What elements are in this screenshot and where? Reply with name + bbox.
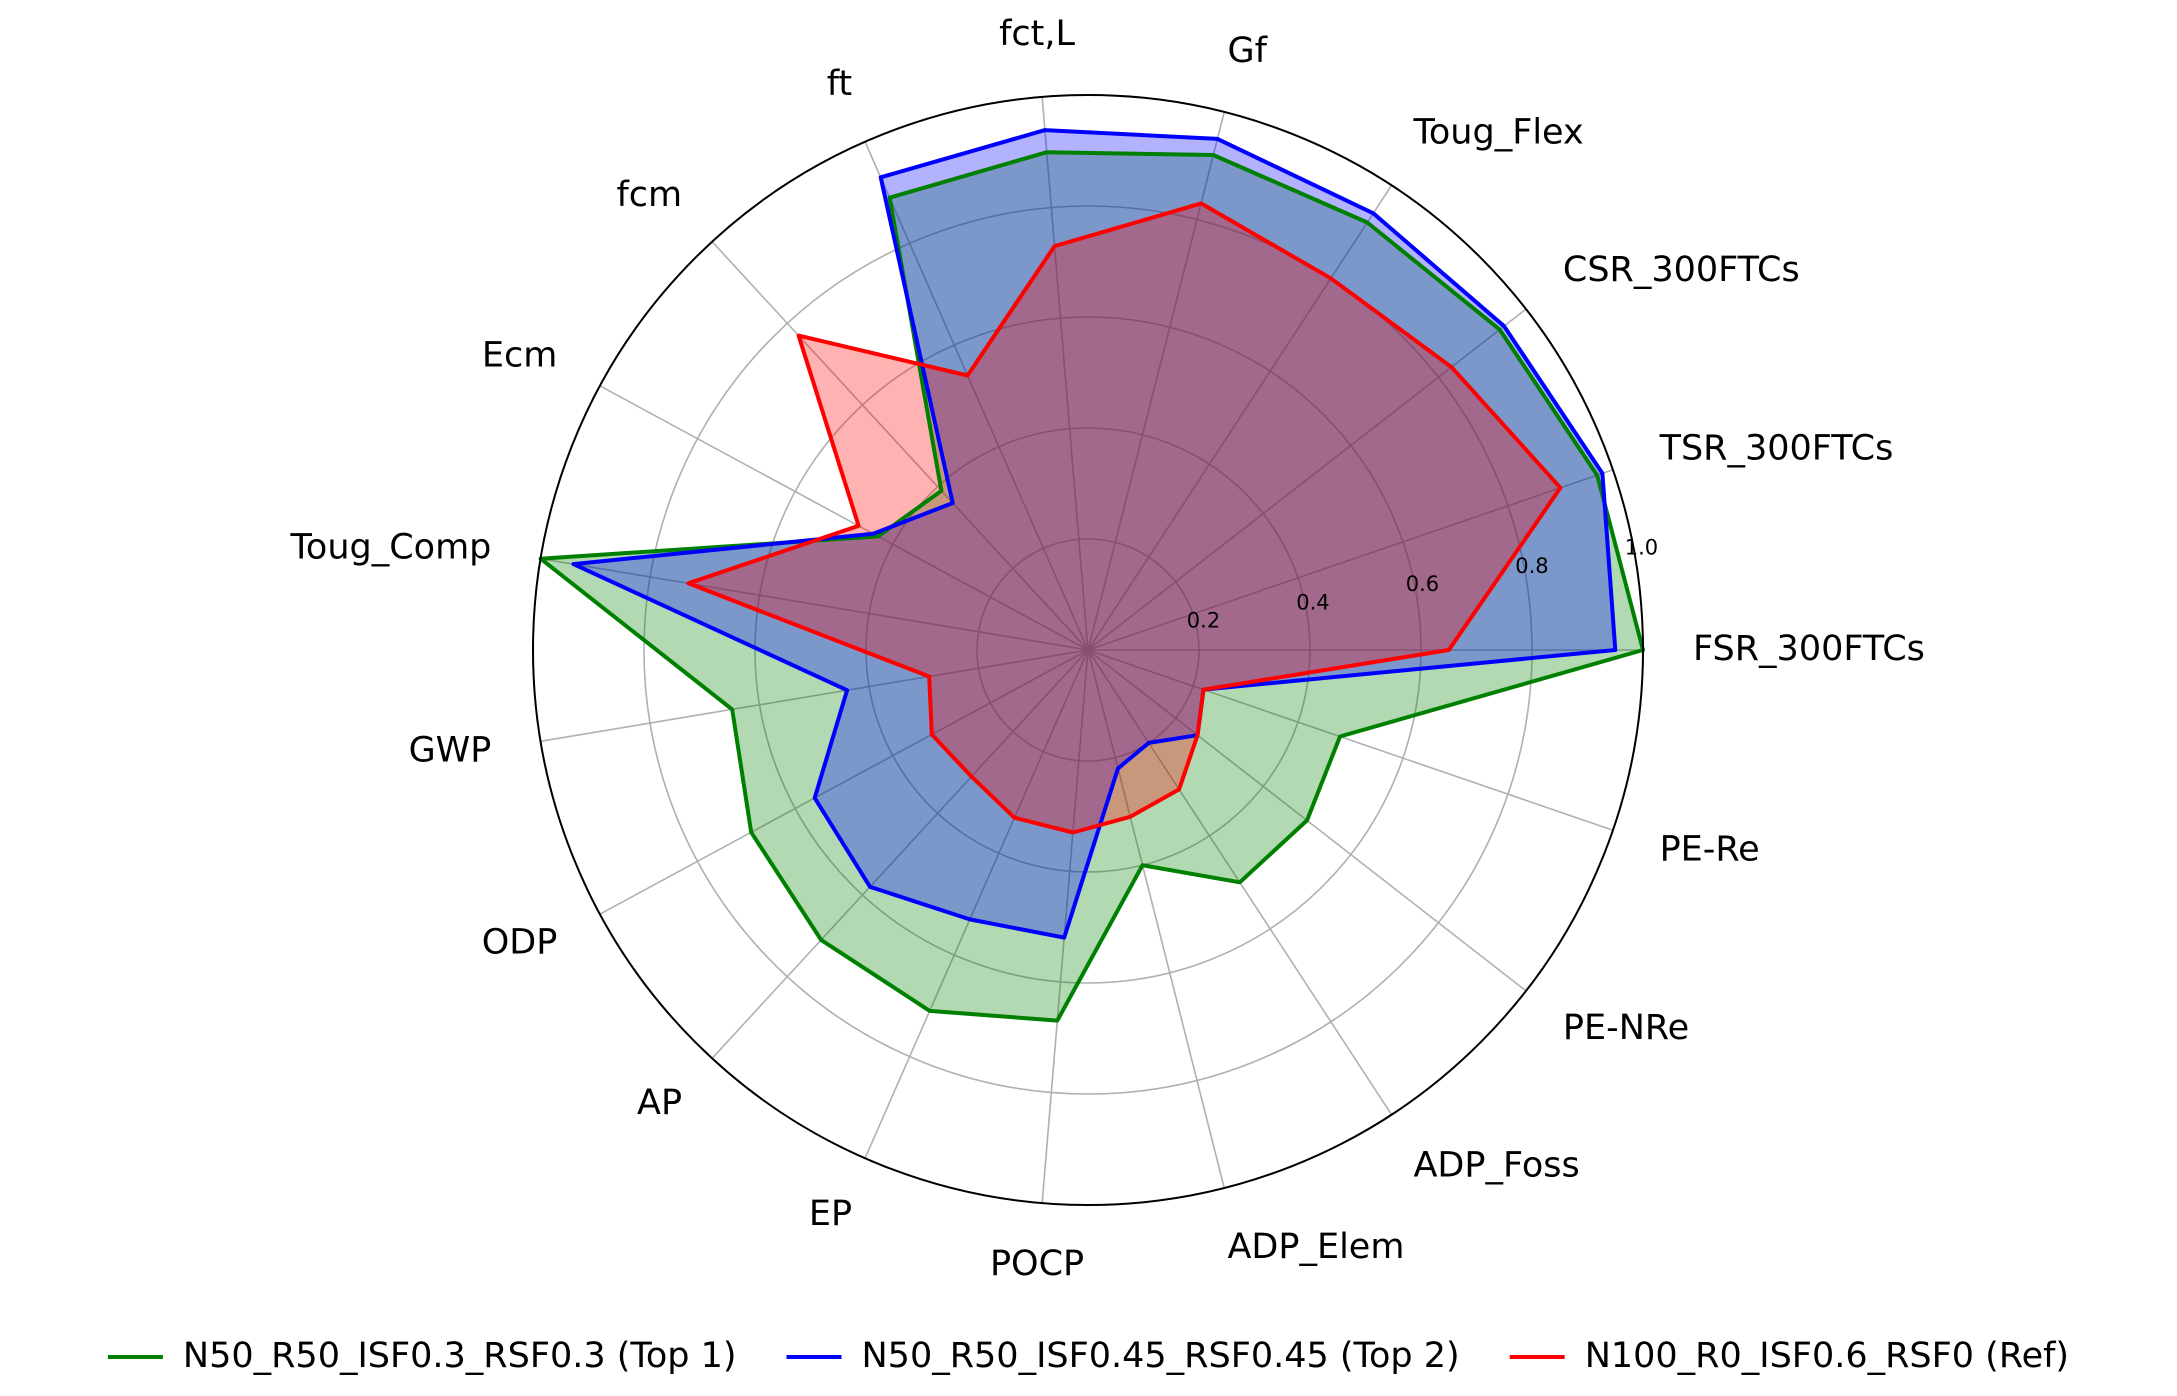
- axis-label-gwp: GWP: [409, 731, 492, 771]
- axis-label-ap: AP: [637, 1083, 682, 1123]
- axis-label-fcm: fcm: [616, 175, 682, 215]
- series-line-0: [538, 150, 1645, 1023]
- r-tick-label-2: 0.6: [1406, 572, 1439, 596]
- series-line-2: [686, 201, 1563, 835]
- legend-item-1: N50_R50_ISF0.45_RSF0.45 (Top 2): [786, 1336, 1460, 1376]
- spoke-pe-re: [1087, 649, 1614, 831]
- spoke-pocp: [1041, 649, 1089, 1204]
- axis-label-fsr-300ftcs: FSR_300FTCs: [1693, 629, 1925, 669]
- spoke-ap: [711, 649, 1089, 1059]
- polar-frame: [532, 94, 1644, 1206]
- axis-label-pe-re: PE-Re: [1660, 829, 1760, 869]
- spoke-fcm: [711, 241, 1089, 651]
- r-tick-label-3: 0.8: [1515, 554, 1548, 578]
- spoke-gwp: [540, 649, 1089, 743]
- axis-label-csr-300ftcs: CSR_300FTCs: [1563, 250, 1800, 290]
- spoke-toug-flex: [1087, 184, 1393, 651]
- label-layer: 0.2 0.4 0.6 0.8 1.0 FSR_300FTCs TSR_300FTCs CSR…: [289, 14, 1924, 1284]
- spoke-tsr-300ftcs: [1087, 469, 1614, 651]
- axis-label-pocp: POCP: [990, 1244, 1084, 1284]
- series-layer: [538, 128, 1645, 1023]
- spoke-ft: [864, 141, 1089, 651]
- legend-label-1: N50_R50_ISF0.45_RSF0.45 (Top 2): [862, 1336, 1460, 1376]
- frame-layer: [532, 94, 1644, 1206]
- axis-label-odp: ODP: [482, 923, 558, 963]
- axis-label-gf: Gf: [1227, 31, 1267, 71]
- r-tick-label-4: 1.0: [1625, 536, 1658, 560]
- grid-ring-0: [976, 538, 1200, 762]
- axis-label-adp-elem: ADP_Elem: [1227, 1227, 1404, 1267]
- axis-label-pe-nre: PE-NRe: [1563, 1008, 1689, 1048]
- axis-label-ep: EP: [809, 1194, 852, 1234]
- spoke-odp: [599, 649, 1089, 915]
- spoke-adp-elem: [1087, 649, 1226, 1189]
- grid-ring-2: [754, 316, 1422, 984]
- axis-label-ft: ft: [827, 64, 852, 104]
- spoke-ecm: [599, 385, 1089, 651]
- grid-ring-3: [643, 205, 1533, 1095]
- legend-label-0: N50_R50_ISF0.3_RSF0.3 (Top 1): [183, 1336, 737, 1376]
- axis-label-fct-l: fct,L: [999, 14, 1075, 54]
- series-fill-2: [688, 203, 1561, 833]
- legend-item-2: N100_R0_ISF0.6_RSF0 (Ref): [1509, 1336, 2069, 1376]
- series-line-1: [571, 128, 1618, 940]
- spoke-toug-comp: [540, 557, 1089, 651]
- axis-label-adp-foss: ADP_Foss: [1413, 1146, 1579, 1186]
- spoke-ep: [864, 649, 1089, 1159]
- r-tick-label-0: 0.2: [1187, 609, 1220, 633]
- r-tick-label-1: 0.4: [1296, 590, 1329, 614]
- legend-layer: N50_R50_ISF0.3_RSF0.3 (Top 1) N50_R50_ISF…: [107, 1336, 2069, 1376]
- legend-label-2: N100_R0_ISF0.6_RSF0 (Ref): [1585, 1336, 2069, 1376]
- axis-label-ecm: Ecm: [482, 335, 557, 375]
- legend-item-0: N50_R50_ISF0.3_RSF0.3 (Top 1): [107, 1336, 737, 1376]
- axis-label-toug-comp: Toug_Comp: [289, 527, 491, 567]
- axis-label-toug-flex: Toug_Flex: [1412, 112, 1583, 152]
- axis-label-tsr-300ftcs: TSR_300FTCs: [1659, 429, 1894, 469]
- spoke-fct-l: [1041, 96, 1089, 651]
